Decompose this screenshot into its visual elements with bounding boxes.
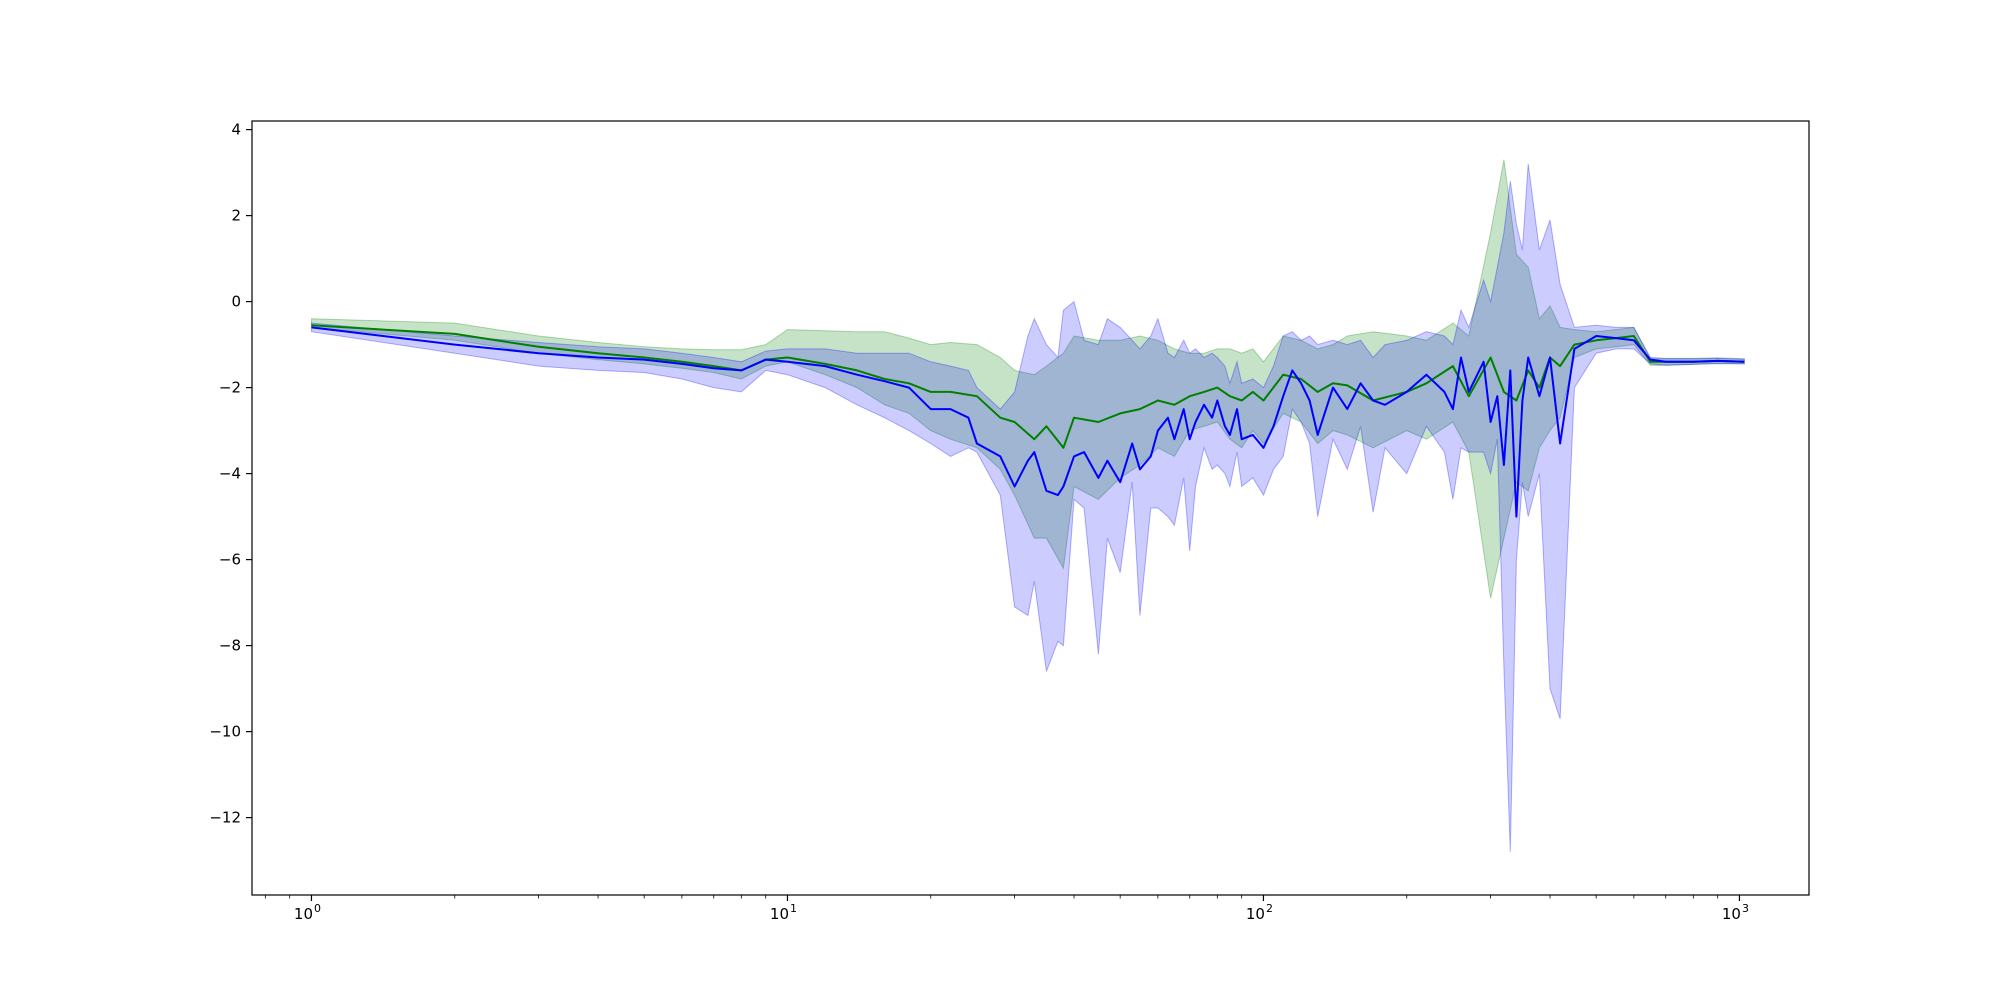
plot-frame <box>251 120 1810 896</box>
y-tick-label: −6 <box>219 551 241 569</box>
y-axis: 4 2 0 −2 −4 −6 −8 −10 −12 <box>209 121 252 827</box>
confidence-bands <box>311 159 1745 853</box>
series-lines <box>311 324 1745 518</box>
series-1-line <box>311 326 1745 518</box>
y-tick-label: −10 <box>209 723 241 741</box>
x-tick-exponent: 1 <box>790 902 797 915</box>
y-tick-label: −4 <box>219 465 241 483</box>
x-tick-exponent: 0 <box>314 902 321 915</box>
y-tick-label: −12 <box>209 809 241 827</box>
series-0-band <box>311 159 1745 599</box>
y-tick-label: 2 <box>231 207 241 225</box>
x-tick-exponent: 2 <box>1266 902 1273 915</box>
y-tick-label: −2 <box>219 379 241 397</box>
x-tick-exponent: 3 <box>1742 902 1749 915</box>
series-1-band <box>311 163 1745 853</box>
y-tick-label: 0 <box>231 293 241 311</box>
y-tick-label: 4 <box>231 121 241 139</box>
y-tick-label: −8 <box>219 637 241 655</box>
